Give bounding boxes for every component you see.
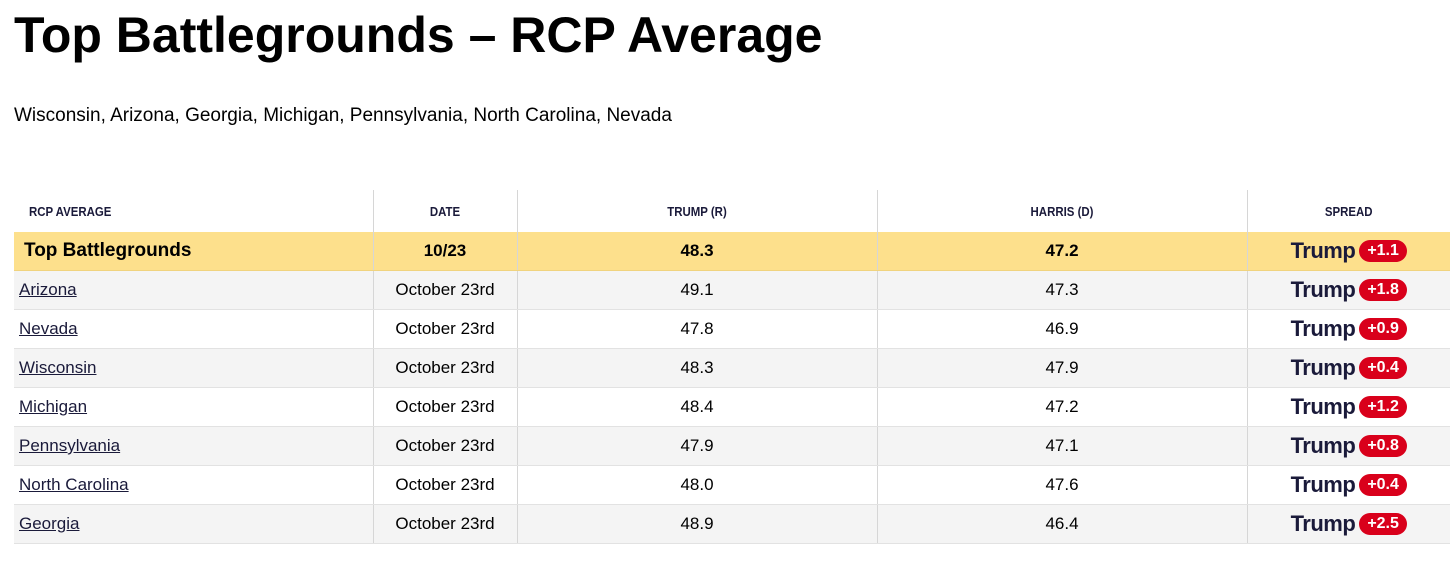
state-cell: Michigan: [14, 387, 373, 427]
trump-cell: 47.8: [516, 309, 877, 349]
spread-cell: Trump +0.8: [1246, 426, 1450, 466]
average-row-harris: 47.2: [876, 232, 1247, 271]
spread-cell: Trump +0.9: [1246, 309, 1450, 349]
state-cell: Nevada: [14, 309, 373, 349]
spread: Trump +1.1: [1291, 238, 1407, 264]
date-cell: October 23rd: [372, 309, 517, 349]
table-row: Michigan October 23rd 48.4 47.2 Trump +1.2: [14, 387, 1450, 427]
spread-cell: Trump +1.8: [1246, 270, 1450, 310]
table-row: Georgia October 23rd 48.9 46.4 Trump +2.5: [14, 504, 1450, 544]
spread: Trump +1.8: [1291, 277, 1407, 303]
spread-cell: Trump +0.4: [1246, 348, 1450, 388]
spread-cell: Trump +0.4: [1246, 465, 1450, 505]
date-cell: October 23rd: [372, 465, 517, 505]
spread-leader: Trump: [1290, 472, 1356, 497]
harris-cell: 46.4: [876, 504, 1247, 544]
trump-cell: 49.1: [516, 270, 877, 310]
spread-badge: +1.2: [1359, 396, 1407, 418]
state-link[interactable]: Nevada: [19, 319, 78, 338]
date-cell: October 23rd: [372, 348, 517, 388]
table-header-row: RCP AVERAGE DATE TRUMP (R) HARRIS (D) SP…: [14, 190, 1450, 232]
harris-cell: 47.1: [876, 426, 1247, 466]
table-row: Nevada October 23rd 47.8 46.9 Trump +0.9: [14, 309, 1450, 349]
spread-leader: Trump: [1290, 394, 1356, 419]
page-title: Top Battlegrounds – RCP Average: [14, 7, 823, 63]
table-row: Pennsylvania October 23rd 47.9 47.1 Trump +0.…: [14, 426, 1450, 466]
average-row-trump: 48.3: [516, 232, 877, 271]
state-cell: Wisconsin: [14, 348, 373, 388]
spread: Trump +1.2: [1291, 394, 1407, 420]
spread-leader: Trump: [1290, 511, 1356, 536]
state-link[interactable]: North Carolina: [19, 475, 129, 494]
spread-badge: +2.5: [1359, 513, 1407, 535]
average-row-spread: Trump +1.1: [1246, 232, 1450, 271]
state-link[interactable]: Georgia: [19, 514, 80, 533]
spread-leader: Trump: [1290, 355, 1356, 380]
table-row: North Carolina October 23rd 48.0 47.6 Trump +…: [14, 465, 1450, 505]
date-cell: October 23rd: [372, 387, 517, 427]
spread-cell: Trump +1.2: [1246, 387, 1450, 427]
state-cell: Arizona: [14, 270, 373, 310]
rcp-average-table: RCP AVERAGE DATE TRUMP (R) HARRIS (D) SP…: [14, 190, 1450, 544]
harris-cell: 47.2: [876, 387, 1247, 427]
spread: Trump +0.4: [1291, 355, 1407, 381]
harris-cell: 47.6: [876, 465, 1247, 505]
spread-badge: +1.8: [1359, 279, 1407, 301]
table-row: Arizona October 23rd 49.1 47.3 Trump +1.8: [14, 270, 1450, 310]
spread-badge: +1.1: [1359, 240, 1407, 262]
spread-badge: +0.8: [1359, 435, 1407, 457]
date-cell: October 23rd: [372, 270, 517, 310]
spread: Trump +0.9: [1291, 316, 1407, 342]
spread-leader: Trump: [1290, 238, 1356, 263]
trump-cell: 48.3: [516, 348, 877, 388]
average-row: Top Battlegrounds 10/23 48.3 47.2 Trump …: [14, 232, 1450, 271]
spread-cell: Trump +2.5: [1246, 504, 1450, 544]
harris-cell: 46.9: [876, 309, 1247, 349]
state-cell: Pennsylvania: [14, 426, 373, 466]
spread: Trump +0.8: [1291, 433, 1407, 459]
spread: Trump +0.4: [1291, 472, 1407, 498]
spread-leader: Trump: [1290, 433, 1356, 458]
harris-cell: 47.3: [876, 270, 1247, 310]
column-header-spread[interactable]: SPREAD: [1258, 190, 1438, 232]
spread-leader: Trump: [1290, 316, 1356, 341]
average-row-name: Top Battlegrounds: [14, 232, 373, 271]
column-header-date[interactable]: DATE: [381, 190, 509, 232]
state-cell: Georgia: [14, 504, 373, 544]
column-header-rcp-average[interactable]: RCP AVERAGE: [28, 203, 112, 219]
trump-cell: 47.9: [516, 426, 877, 466]
average-row-date: 10/23: [372, 232, 517, 271]
harris-cell: 47.9: [876, 348, 1247, 388]
table-row: Wisconsin October 23rd 48.3 47.9 Trump +0.4: [14, 348, 1450, 388]
state-link[interactable]: Pennsylvania: [19, 436, 121, 455]
date-cell: October 23rd: [372, 504, 517, 544]
state-link[interactable]: Michigan: [19, 397, 88, 416]
page-subtitle: Wisconsin, Arizona, Georgia, Michigan, P…: [14, 105, 672, 126]
trump-cell: 48.0: [516, 465, 877, 505]
state-link[interactable]: Wisconsin: [19, 358, 97, 377]
column-header-harris[interactable]: HARRIS (D): [898, 190, 1225, 232]
trump-cell: 48.4: [516, 387, 877, 427]
trump-cell: 48.9: [516, 504, 877, 544]
state-cell: North Carolina: [14, 465, 373, 505]
spread-badge: +0.9: [1359, 318, 1407, 340]
state-link[interactable]: Arizona: [19, 280, 77, 299]
spread-leader: Trump: [1290, 277, 1356, 302]
spread-badge: +0.4: [1359, 474, 1407, 496]
date-cell: October 23rd: [372, 426, 517, 466]
column-header-trump[interactable]: TRUMP (R): [538, 190, 856, 232]
spread: Trump +2.5: [1291, 511, 1407, 537]
spread-badge: +0.4: [1359, 357, 1407, 379]
